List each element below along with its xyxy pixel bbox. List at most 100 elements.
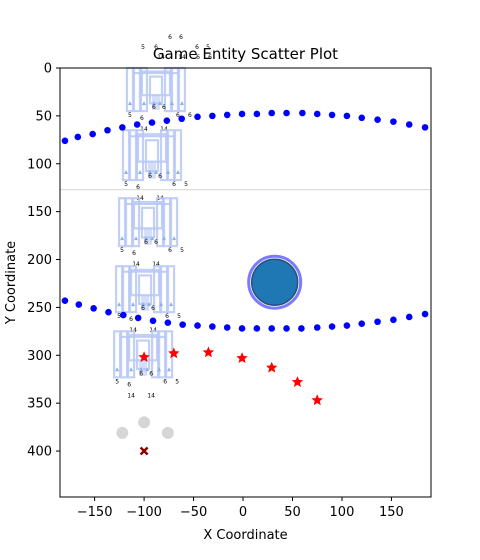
gray-circle xyxy=(116,426,129,439)
structure-label: 14 xyxy=(132,261,140,268)
y-tick-label: 350 xyxy=(27,397,52,412)
blue-dot xyxy=(238,110,246,118)
structure-marker xyxy=(179,101,184,106)
structure-label: 5 xyxy=(184,181,188,188)
structure-3: 5 66 66 514 14 xyxy=(114,265,181,334)
structure-marker xyxy=(176,170,181,175)
blue-dot xyxy=(343,112,351,120)
blue-dot xyxy=(90,305,97,312)
overflow-label: 6 xyxy=(195,44,199,51)
blue-dot xyxy=(358,320,366,327)
structure-bar xyxy=(173,129,183,182)
blue-dot xyxy=(283,325,290,332)
blue-dot xyxy=(253,325,261,332)
structure-marker xyxy=(117,302,122,307)
y-tick-label: 50 xyxy=(35,109,52,124)
blue-dot xyxy=(358,114,366,122)
y-tick-label: 250 xyxy=(27,301,52,316)
x-tick-label: 150 xyxy=(379,505,404,520)
blue-dot xyxy=(283,109,290,117)
structure-4: 5 66 66 514 14 xyxy=(113,330,179,399)
blue-dot xyxy=(268,109,276,117)
structure-label: 5 xyxy=(128,112,132,119)
red-star xyxy=(138,351,150,363)
blue-dot xyxy=(223,111,231,119)
red-star xyxy=(266,361,278,373)
structure-label: 6 xyxy=(154,239,158,246)
blue-dot xyxy=(89,130,96,138)
structure-marker xyxy=(144,236,149,241)
structure-marker xyxy=(138,170,143,175)
structure-label: 6 xyxy=(149,370,153,377)
blue-dot xyxy=(178,115,185,123)
structure-label: 6 xyxy=(158,173,162,180)
overflow-label: 6 xyxy=(196,54,200,61)
structure-label: 6 xyxy=(188,112,192,119)
blue-dot xyxy=(313,324,321,331)
structure-marker xyxy=(129,367,134,372)
blue-dot xyxy=(405,313,413,321)
x-tick-label: −150 xyxy=(77,505,113,520)
big-circle-ring xyxy=(247,254,303,310)
structure-label: 5 xyxy=(120,247,124,254)
blue-dot xyxy=(421,124,429,131)
blue-dot xyxy=(74,133,82,141)
red-star xyxy=(168,347,180,359)
structure-2: 5 66 66 514 14 xyxy=(117,197,184,268)
y-tick-label: 300 xyxy=(27,349,52,364)
x-tick-label: 50 xyxy=(284,505,301,520)
structure-marker xyxy=(127,101,132,106)
structure-label: 6 xyxy=(176,112,180,119)
structure-label: 6 xyxy=(127,381,131,388)
overflow-label: 14 xyxy=(178,54,186,61)
blue-dot xyxy=(343,322,351,329)
overflow-label: 5 xyxy=(206,44,210,51)
blue-dot xyxy=(238,325,246,332)
blue-dot xyxy=(148,119,156,126)
structure-label: 5 xyxy=(124,181,128,188)
blue-dot xyxy=(223,324,231,331)
y-axis-label: Y Coordinate xyxy=(4,241,19,325)
blue-dot xyxy=(61,137,69,145)
structure-label: 6 xyxy=(168,247,172,254)
structure-marker xyxy=(172,236,177,241)
structure-marker xyxy=(162,236,167,241)
structure-label: 5 xyxy=(175,378,179,385)
structure-marker xyxy=(169,101,174,106)
structure-label: 6 xyxy=(140,115,144,122)
x-tick-label: 0 xyxy=(239,505,247,520)
blue-dot xyxy=(194,322,201,329)
blue-dot xyxy=(179,321,186,328)
structure-bar xyxy=(169,197,179,248)
structure-bar xyxy=(132,66,142,113)
structure-bar xyxy=(166,265,176,314)
x-tick-label: −50 xyxy=(180,505,207,520)
red-star xyxy=(202,346,215,358)
y-tick-label: 0 xyxy=(44,62,52,77)
blue-dot xyxy=(133,121,141,128)
structure-1: 5 66 66 514 14 xyxy=(121,129,188,202)
x-tick-label: −100 xyxy=(126,505,162,520)
structure-marker xyxy=(115,367,120,372)
structure-label: 6 xyxy=(162,104,166,111)
structure-marker xyxy=(148,170,153,175)
structure-label: 14 xyxy=(152,261,160,268)
gray-circle xyxy=(161,426,174,439)
structure-base xyxy=(151,94,160,110)
structure-marker xyxy=(141,101,146,106)
structure-label: 5 xyxy=(115,378,119,385)
structure-label: 6 xyxy=(139,370,143,377)
structures-layer: 5 66 66 614 145 66 66 514 145 66 66 514 145 66 66 514 14… xyxy=(60,34,431,399)
y-tick-label: 150 xyxy=(27,205,52,220)
blue-dot xyxy=(61,297,69,304)
structure-label: 6 xyxy=(165,313,169,320)
red-star xyxy=(311,394,323,406)
structure-marker xyxy=(151,101,156,106)
blue-dot xyxy=(104,126,111,134)
structure-bar xyxy=(121,265,131,314)
blue-dot xyxy=(299,109,306,117)
structure-label: 6 xyxy=(152,104,156,111)
structure-label: 6 xyxy=(129,316,133,323)
